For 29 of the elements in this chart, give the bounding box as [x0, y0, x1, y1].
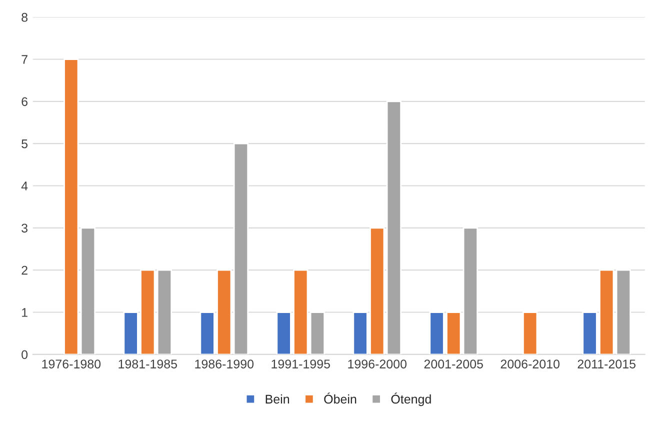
- x-tick-label: 1976-1980: [42, 360, 101, 368]
- bar: [64, 58, 79, 354]
- x-tick-label: 2006-2010: [500, 360, 560, 368]
- x-tick-label: 1981-1985: [118, 360, 178, 368]
- y-tick-label: 8: [22, 12, 28, 22]
- bar: [522, 312, 538, 354]
- bar: [462, 227, 478, 354]
- x-tick-label: 1996-2000: [348, 360, 407, 368]
- y-tick-label: 6: [22, 97, 28, 106]
- bar: [616, 269, 631, 354]
- y-tick-label: 7: [22, 55, 28, 64]
- bar: [233, 142, 249, 354]
- y-tick-label: 1: [22, 308, 28, 317]
- y-tick-label: 2: [22, 266, 28, 275]
- bar: [80, 227, 96, 354]
- x-tick-label: 2001-2005: [424, 360, 483, 368]
- legend-label: Ótengd: [391, 392, 431, 406]
- y-tick-label: 3: [22, 224, 28, 233]
- bar: [386, 100, 402, 354]
- x-tick-label: 2011-2015: [578, 360, 636, 368]
- y-tick-label: 4: [21, 182, 28, 190]
- x-tick-label: 1991-1995: [272, 360, 330, 368]
- bar: [156, 269, 172, 354]
- legend-label: Bein: [266, 394, 290, 404]
- y-tick-label: 0: [22, 350, 28, 360]
- bar: [310, 312, 326, 354]
- legend-label: Óbein: [324, 392, 356, 404]
- x-tick-label: 1986-1990: [195, 360, 254, 368]
- y-tick-label: 5: [22, 140, 28, 148]
